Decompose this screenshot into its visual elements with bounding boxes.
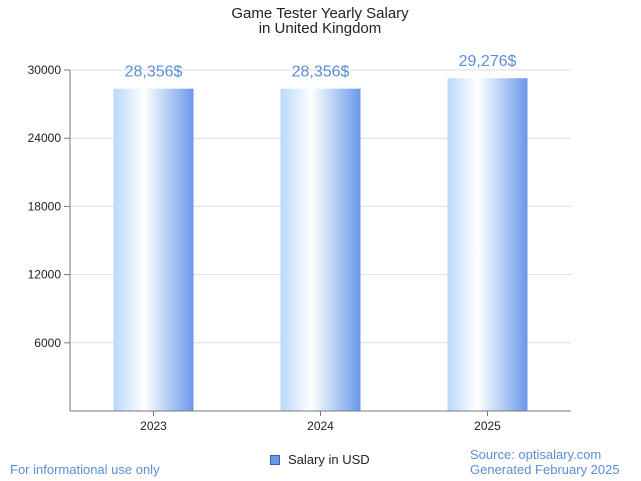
chart-title-line-1: Game Tester Yearly Salary — [231, 5, 409, 22]
y-tick-label: 18000 — [28, 199, 62, 213]
axes — [64, 69, 571, 416]
chart-title-line-2: in United Kingdom — [259, 20, 382, 37]
bar — [447, 78, 528, 412]
bar — [280, 88, 361, 411]
y-tick-label: 6000 — [34, 336, 61, 350]
bars — [113, 78, 528, 412]
x-tick-label: 2025 — [474, 419, 501, 433]
legend-swatch — [270, 454, 280, 465]
y-tick-label: 12000 — [28, 268, 62, 282]
legend[interactable]: Salary in USD — [270, 452, 370, 467]
y-tick-label: 24000 — [28, 131, 62, 145]
data-label: 28,356$ — [292, 64, 350, 81]
data-label: 28,356$ — [125, 64, 183, 81]
generated-text: Generated February 2025 — [470, 462, 620, 477]
source-text: Source: optisalary.com — [470, 447, 602, 462]
disclaimer-text: For informational use only — [10, 462, 160, 477]
y-tick-label: 30000 — [28, 63, 62, 77]
labels: 6000 12000 18000 24000 30000 28,356$ 2023 28,35… — [28, 53, 517, 433]
legend-label: Salary in USD — [288, 452, 370, 467]
x-tick-label: 2024 — [307, 419, 334, 433]
bar — [113, 88, 194, 411]
data-label: 29,276$ — [459, 53, 517, 70]
x-tick-label: 2023 — [140, 419, 167, 433]
